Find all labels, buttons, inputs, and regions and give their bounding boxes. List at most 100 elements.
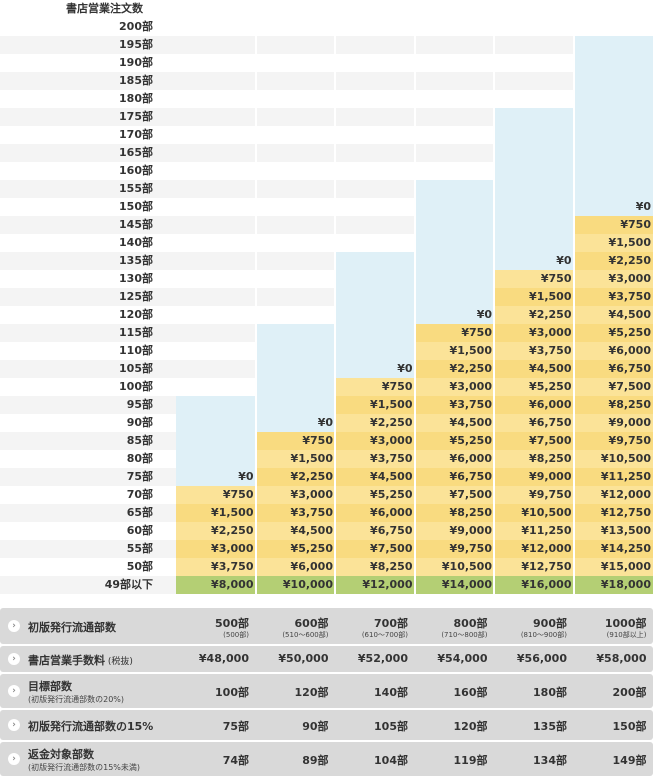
order-count-label: 100部 bbox=[0, 378, 153, 396]
summary-value-text: 120部 bbox=[295, 686, 329, 699]
refund-amount-cell: ¥3,000 bbox=[494, 324, 574, 342]
empty-zone-cell bbox=[256, 378, 336, 396]
order-count-label: 145部 bbox=[0, 216, 153, 234]
empty-zone-cell bbox=[256, 360, 336, 378]
refund-amount-cell: ¥3,750 bbox=[494, 342, 574, 360]
summary-value: 134部 bbox=[488, 752, 567, 768]
order-count-label: 85部 bbox=[0, 432, 153, 450]
summary-value: 150部 bbox=[568, 718, 647, 734]
summary-label-note: (税抜) bbox=[105, 657, 133, 667]
refund-amount-cell: ¥6,000 bbox=[494, 396, 574, 414]
summary-value-range: (500部) bbox=[170, 631, 249, 640]
refund-amount-cell: ¥9,750 bbox=[415, 540, 495, 558]
summary-value-text: 800部 bbox=[454, 617, 488, 630]
column-divider bbox=[255, 18, 257, 606]
order-count-label: 115部 bbox=[0, 324, 153, 342]
summary-value: 600部(510〜600部) bbox=[250, 615, 329, 640]
base-amount-cell: ¥14,000 bbox=[415, 576, 495, 594]
refund-amount-cell: ¥12,000 bbox=[494, 540, 574, 558]
refund-amount-cell: ¥11,250 bbox=[494, 522, 574, 540]
summary-value-text: 900部 bbox=[533, 617, 567, 630]
summary-value-text: 1000部 bbox=[605, 617, 647, 630]
refund-amount-cell: ¥3,000 bbox=[335, 432, 415, 450]
summary-value: 160部 bbox=[409, 684, 488, 700]
order-count-label: 70部 bbox=[0, 486, 153, 504]
summary-value-text: 74部 bbox=[223, 754, 249, 767]
refund-amount-cell: ¥750 bbox=[335, 378, 415, 396]
summary-value: ¥52,000 bbox=[329, 652, 408, 665]
refund-amount-cell: ¥0 bbox=[415, 306, 495, 324]
order-count-title: 書店営業注文数 bbox=[66, 0, 143, 18]
chevron-right-icon: › bbox=[8, 685, 20, 697]
refund-amount-cell: ¥750 bbox=[176, 486, 256, 504]
summary-label-subtext: (初版発行流通部数の15%未満) bbox=[28, 762, 140, 773]
refund-amount-cell: ¥5,250 bbox=[574, 324, 653, 342]
summary-value-range: (910部以上) bbox=[568, 631, 647, 640]
summary-label-text: 目標部数 bbox=[28, 680, 72, 693]
column-divider bbox=[573, 18, 575, 606]
refund-amount-cell: ¥750 bbox=[415, 324, 495, 342]
refund-amount-cell: ¥2,250 bbox=[176, 522, 256, 540]
empty-zone-cell bbox=[256, 324, 336, 342]
order-count-label: 190部 bbox=[0, 54, 153, 72]
refund-amount-cell: ¥0 bbox=[256, 414, 336, 432]
refund-amount-cell: ¥5,250 bbox=[335, 486, 415, 504]
summary-value: 140部 bbox=[329, 684, 408, 700]
chevron-right-icon: › bbox=[8, 719, 20, 731]
order-count-label: 95部 bbox=[0, 396, 153, 414]
refund-amount-cell: ¥10,500 bbox=[415, 558, 495, 576]
empty-zone-cell bbox=[574, 144, 653, 162]
empty-zone-cell bbox=[256, 396, 336, 414]
summary-row-label: 目標部数(初版発行流通部数の20%) bbox=[28, 678, 124, 705]
summary-value: 90部 bbox=[250, 718, 329, 734]
refund-amount-cell: ¥14,250 bbox=[574, 540, 653, 558]
summary-value-text: 119部 bbox=[454, 754, 488, 767]
order-count-label: 160部 bbox=[0, 162, 153, 180]
empty-zone-cell bbox=[574, 108, 653, 126]
summary-value: 800部(710〜800部) bbox=[409, 615, 488, 640]
order-count-label: 80部 bbox=[0, 450, 153, 468]
summary-value-text: 149部 bbox=[613, 754, 647, 767]
empty-zone-cell bbox=[574, 180, 653, 198]
empty-zone-cell bbox=[494, 180, 574, 198]
summary-value: 100部 bbox=[170, 684, 249, 700]
refund-amount-cell: ¥3,750 bbox=[574, 288, 653, 306]
order-count-label: 150部 bbox=[0, 198, 153, 216]
refund-amount-cell: ¥3,750 bbox=[256, 504, 336, 522]
summary-value-text: 600部 bbox=[295, 617, 329, 630]
refund-amount-cell: ¥9,000 bbox=[415, 522, 495, 540]
summary-value-text: 105部 bbox=[374, 720, 408, 733]
summary-value: ¥50,000 bbox=[250, 652, 329, 665]
empty-zone-cell bbox=[574, 72, 653, 90]
refund-amount-cell: ¥3,000 bbox=[256, 486, 336, 504]
empty-zone-cell bbox=[494, 198, 574, 216]
empty-zone-cell bbox=[176, 396, 256, 414]
empty-zone-cell bbox=[335, 252, 415, 270]
order-count-label: 135部 bbox=[0, 252, 153, 270]
order-count-label: 175部 bbox=[0, 108, 153, 126]
empty-zone-cell bbox=[256, 342, 336, 360]
order-count-label: 155部 bbox=[0, 180, 153, 198]
refund-amount-cell: ¥6,750 bbox=[415, 468, 495, 486]
summary-label-subtext: (初版発行流通部数の20%) bbox=[28, 694, 124, 705]
refund-amount-cell: ¥12,750 bbox=[494, 558, 574, 576]
summary-row-label: 返金対象部数(初版発行流通部数の15%未満) bbox=[28, 746, 140, 773]
summary-row-label: 初版発行流通部数 bbox=[28, 619, 116, 635]
column-divider bbox=[334, 18, 336, 606]
summary-value-text: ¥48,000 bbox=[199, 652, 249, 665]
empty-zone-cell bbox=[494, 216, 574, 234]
order-count-label: 125部 bbox=[0, 288, 153, 306]
empty-zone-cell bbox=[335, 288, 415, 306]
refund-amount-cell: ¥5,250 bbox=[494, 378, 574, 396]
refund-amount-cell: ¥5,250 bbox=[415, 432, 495, 450]
refund-amount-cell: ¥0 bbox=[176, 468, 256, 486]
chevron-right-icon: › bbox=[8, 620, 20, 632]
empty-zone-cell bbox=[494, 144, 574, 162]
summary-value-text: 500部 bbox=[215, 617, 249, 630]
refund-amount-cell: ¥1,500 bbox=[415, 342, 495, 360]
summary-value: 89部 bbox=[250, 752, 329, 768]
refund-amount-cell: ¥12,000 bbox=[574, 486, 653, 504]
